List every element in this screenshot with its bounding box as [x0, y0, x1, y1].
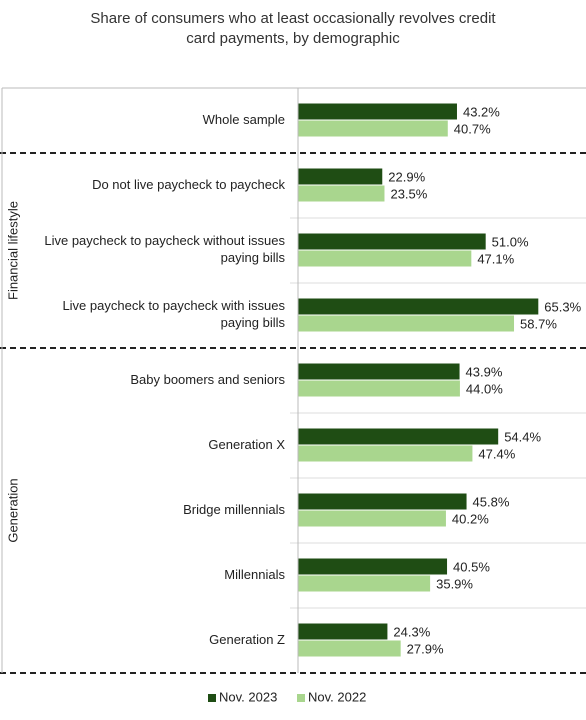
bar	[298, 510, 446, 527]
bar	[298, 363, 460, 380]
category-label: Do not live paycheck to paycheck	[92, 177, 285, 192]
bar	[298, 315, 515, 332]
value-label: 24.3%	[393, 624, 430, 639]
bar	[298, 233, 486, 250]
value-label: 51.0%	[492, 234, 529, 249]
bar	[298, 380, 460, 397]
bar	[298, 640, 401, 657]
legend-label: Nov. 2023	[219, 689, 277, 704]
legend-label: Nov. 2022	[308, 689, 366, 704]
value-label: 58.7%	[520, 316, 557, 331]
bar	[298, 103, 457, 120]
group-label: Generation	[5, 478, 20, 542]
value-label: 65.3%	[544, 299, 581, 314]
value-label: 54.4%	[504, 429, 541, 444]
category-label: Whole sample	[203, 112, 285, 127]
value-label: 40.7%	[454, 121, 491, 136]
bar	[298, 575, 431, 592]
category-label: Generation X	[208, 437, 285, 452]
bar	[298, 428, 499, 445]
legend-swatch	[208, 694, 216, 702]
value-label: 35.9%	[436, 576, 473, 591]
bar	[298, 250, 472, 267]
category-label: Millennials	[224, 567, 285, 582]
bar	[298, 298, 539, 315]
bar	[298, 493, 467, 510]
value-label: 40.2%	[452, 511, 489, 526]
bar	[298, 185, 385, 202]
group-label: Financial lifestyle	[5, 201, 20, 300]
category-label: Live paycheck to paycheck with issues pay…	[62, 298, 285, 330]
value-label: 45.8%	[473, 494, 510, 509]
value-label: 47.4%	[478, 446, 515, 461]
bar	[298, 445, 473, 462]
legend-swatch	[297, 694, 305, 702]
value-label: 44.0%	[466, 381, 503, 396]
value-label: 47.1%	[477, 251, 514, 266]
category-label: Bridge millennials	[183, 502, 285, 517]
value-label: 27.9%	[407, 641, 444, 656]
bar	[298, 558, 448, 575]
bar	[298, 168, 383, 185]
bar	[298, 623, 388, 640]
value-label: 23.5%	[390, 186, 427, 201]
chart-title: Share of consumers who at least occasion…	[90, 10, 496, 47]
category-label: Baby boomers and seniors	[130, 372, 285, 387]
value-label: 40.5%	[453, 559, 490, 574]
category-label: Generation Z	[209, 632, 285, 647]
bar	[298, 120, 448, 137]
value-label: 43.2%	[463, 104, 500, 119]
value-label: 22.9%	[388, 169, 425, 184]
category-label: Live paycheck to paycheck without issues…	[44, 233, 285, 265]
value-label: 43.9%	[466, 364, 503, 379]
